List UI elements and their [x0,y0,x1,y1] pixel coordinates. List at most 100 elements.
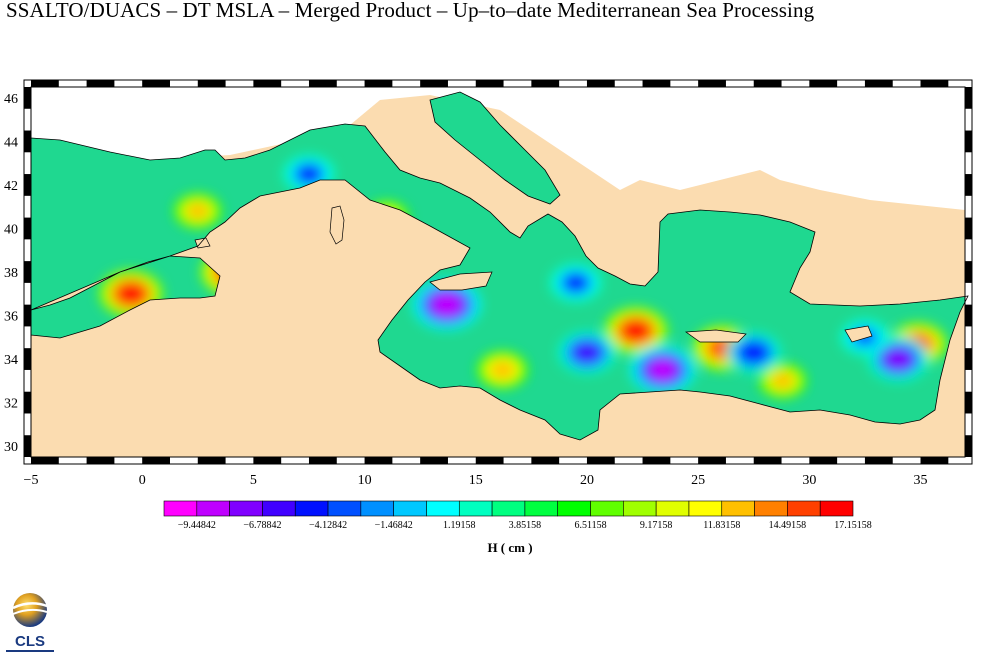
frame-band-bottom [531,457,560,464]
frame-band-bottom [586,457,615,464]
colorbar-label: 17.15158 [834,520,872,531]
frame-band-top [420,80,448,87]
y-tick-label: 40 [4,222,18,237]
x-tick-label: 30 [802,473,816,488]
anomaly-blob-6-3 [490,361,515,379]
frame-band-left [24,174,31,196]
colorbar-units: H ( cm ) [487,540,533,555]
y-tick-label: 30 [4,440,18,455]
anomaly-blob-8-3 [186,203,209,220]
frame-band-left [24,217,31,240]
colorbar-swatch [458,500,493,517]
frame-band-right [965,87,972,109]
map-frame [23,79,973,465]
anomaly-blob-7-3 [771,372,794,389]
y-tick-label: 34 [4,353,18,368]
colorbar-swatch [327,500,362,517]
colorbar-label: −1.46842 [375,520,413,531]
anomaly-blob-14-3 [573,342,600,363]
island-corsica-sardinia [329,205,345,245]
frame-band-bottom [920,457,949,464]
frame-band-bottom [420,457,448,464]
colorbar-swatch [229,500,263,517]
anomaly-blob-15-3 [741,343,767,362]
frame-band-top [253,80,282,87]
x-tick-label: 15 [469,473,483,488]
colorbar-swatch [754,500,788,517]
frame-band-top [642,80,671,87]
logo-text: CLS [15,633,45,650]
frame-band-bottom [864,457,893,464]
colorbar-swatch [557,500,591,517]
frame-band-bottom [642,457,671,464]
frame-band-bottom [86,457,115,464]
frame-band-top [809,80,838,87]
y-tick-label: 36 [4,310,18,325]
frame-band-top [753,80,782,87]
colorbar-label: −4.12842 [309,520,347,531]
frame-band-right [965,261,972,283]
frame-band-top [920,80,949,87]
colorbar-swatch [360,500,394,517]
cls-logo: CLS [6,593,54,652]
anomaly-blob-11-3 [431,293,463,316]
frame-band-bottom [308,457,337,464]
anomaly-blob-17-3 [297,165,321,183]
colorbar-swatch [196,500,230,517]
anomaly-blob-12-3 [648,359,678,381]
map-title: SSALTO/DUACS – DT MSLA – Merged Product … [6,0,815,22]
frame-band-top [531,80,560,87]
frame-band-right [965,391,972,414]
frame-band-bottom [475,457,504,464]
frame-band-bottom [809,457,838,464]
frame-band-top [698,80,726,87]
frame-band-bottom [253,457,282,464]
x-tick-label: 35 [914,473,928,488]
colorbar-swatch [426,500,460,517]
frame-band-right [965,174,972,196]
y-axis-ticks: 30 32 34 36 38 40 42 44 46 [4,92,18,455]
anomaly-blob-13-3 [884,348,913,370]
frame-band-right [965,348,972,370]
frame-band-bottom [197,457,226,464]
x-tick-label: 5 [250,473,257,488]
frame-band-right [965,130,972,153]
colorbar-swatch [262,500,296,517]
colorbar-swatch [393,500,427,517]
anomaly-blob-1-3 [116,283,146,305]
x-tick-label: 25 [691,473,705,488]
colorbar-swatch [721,500,755,517]
anomaly-blob-16-3 [564,274,588,292]
islands [194,205,873,343]
colorbar-swatch [787,500,821,517]
frame-band-top [586,80,615,87]
frame-band-left [24,261,31,283]
frame-band-right [965,304,972,327]
frame-band-left [24,87,31,109]
frame-band-left [24,348,31,370]
colorbar-swatch [819,500,854,517]
colorbar-label: −9.44842 [178,520,216,531]
colorbar-swatch [590,500,624,517]
colorbar-label: 11.83158 [703,520,740,531]
frame-band-top [86,80,115,87]
colorbar-label: −6.78842 [243,520,281,531]
frame-band-top [364,80,393,87]
y-tick-label: 42 [4,179,18,194]
frame-band-bottom [364,457,393,464]
frame-band-right [965,435,972,457]
anomaly-blob-3-3 [621,320,651,342]
colorbar-swatch [163,500,198,517]
frame-band-bottom [31,457,59,464]
colorbar-swatch [524,500,559,517]
frame-band-left [24,435,31,457]
frame-band-top [864,80,893,87]
island-crete [685,329,747,343]
colorbar-label: 1.19158 [443,520,476,531]
frame-band-top [142,80,170,87]
x-tick-label: 10 [358,473,372,488]
frame-band-left [24,130,31,153]
frame-band-bottom [698,457,726,464]
frame-band-top [308,80,337,87]
colorbar-label: 3.85158 [509,520,542,531]
